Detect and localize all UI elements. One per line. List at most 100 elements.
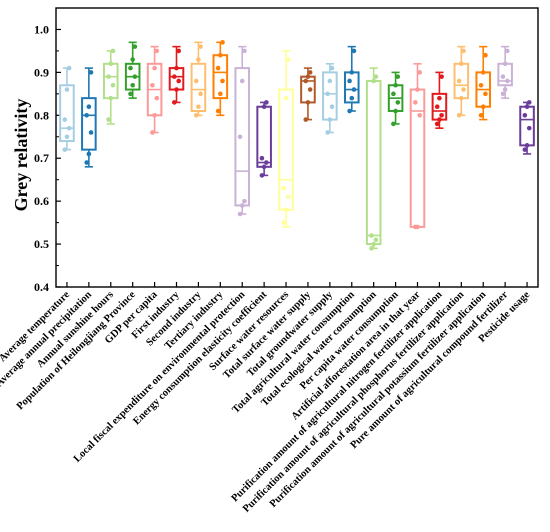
data-point xyxy=(480,70,486,75)
y-axis-label: Grey relativity xyxy=(11,99,31,212)
data-point xyxy=(505,48,510,54)
data-point xyxy=(66,125,72,131)
data-point xyxy=(218,52,223,58)
data-point xyxy=(329,104,335,110)
data-point xyxy=(391,91,396,97)
data-point xyxy=(417,70,423,75)
data-point xyxy=(369,246,374,251)
box xyxy=(409,88,426,228)
data-point xyxy=(524,143,530,148)
data-point xyxy=(86,104,92,110)
data-point xyxy=(198,91,203,97)
y-tick-label: 0.7 xyxy=(34,151,49,165)
data-point xyxy=(459,95,464,101)
data-point xyxy=(327,78,333,84)
data-point xyxy=(413,100,418,105)
axes-frame xyxy=(55,7,539,288)
data-point xyxy=(218,91,223,97)
data-point xyxy=(130,57,135,62)
data-point xyxy=(437,117,442,122)
data-point xyxy=(371,241,376,247)
data-point xyxy=(150,82,155,88)
data-point xyxy=(327,117,333,122)
data-point xyxy=(434,121,440,127)
data-point xyxy=(437,95,442,101)
data-point xyxy=(371,78,376,84)
data-point xyxy=(88,130,94,135)
data-point xyxy=(62,117,68,122)
data-point xyxy=(395,74,401,79)
data-point xyxy=(174,87,179,92)
data-point xyxy=(524,104,530,110)
data-point xyxy=(128,91,133,97)
data-point xyxy=(522,147,528,152)
data-point xyxy=(172,74,177,79)
data-point xyxy=(303,78,309,84)
data-point xyxy=(459,61,464,67)
data-point xyxy=(196,104,201,110)
data-point xyxy=(174,65,179,71)
data-point xyxy=(220,40,225,45)
data-point xyxy=(325,91,330,97)
data-point xyxy=(478,113,484,118)
data-point xyxy=(237,134,243,140)
data-point xyxy=(132,44,138,49)
data-point xyxy=(106,117,111,122)
data-point xyxy=(439,74,444,79)
box xyxy=(497,62,513,87)
data-point xyxy=(483,52,488,58)
data-point xyxy=(456,113,462,118)
data-point xyxy=(220,78,225,84)
box xyxy=(102,62,119,100)
data-point xyxy=(325,130,330,135)
data-point xyxy=(329,65,335,71)
data-point xyxy=(198,44,203,49)
data-point xyxy=(239,78,245,84)
data-point xyxy=(237,211,243,217)
data-point xyxy=(347,78,352,84)
data-point xyxy=(461,87,466,92)
data-point xyxy=(415,224,420,230)
data-point xyxy=(349,70,355,75)
data-point xyxy=(285,194,291,200)
data-point xyxy=(347,108,352,114)
data-point xyxy=(500,91,506,97)
data-point xyxy=(84,113,89,118)
data-point xyxy=(439,113,444,118)
data-point xyxy=(285,57,291,62)
data-point xyxy=(522,113,528,118)
box xyxy=(365,79,382,246)
y-tick-label: 0.6 xyxy=(34,194,49,208)
data-point xyxy=(393,108,398,114)
data-point xyxy=(110,48,116,54)
data-point xyxy=(351,48,357,54)
data-point xyxy=(305,100,311,105)
box xyxy=(519,105,535,147)
y-tick-label: 0.4 xyxy=(34,280,49,294)
data-point xyxy=(66,65,72,71)
y-tick-label: 1.0 xyxy=(34,22,49,36)
y-tick-label: 0.5 xyxy=(34,237,49,251)
data-point xyxy=(193,78,199,84)
data-point xyxy=(417,113,423,118)
data-point xyxy=(86,151,92,157)
data-point xyxy=(154,48,160,54)
data-point xyxy=(242,48,247,54)
data-point xyxy=(526,125,532,131)
box xyxy=(190,62,207,113)
data-point xyxy=(128,65,133,71)
data-point xyxy=(351,87,357,92)
box xyxy=(81,97,97,151)
data-point xyxy=(215,65,221,71)
data-point xyxy=(307,70,313,75)
data-point xyxy=(108,95,114,101)
data-point xyxy=(130,82,135,88)
data-point xyxy=(152,65,157,71)
data-point xyxy=(242,198,247,204)
data-point xyxy=(373,237,379,243)
data-point xyxy=(193,113,199,118)
data-point xyxy=(483,91,488,97)
data-point xyxy=(283,95,289,101)
